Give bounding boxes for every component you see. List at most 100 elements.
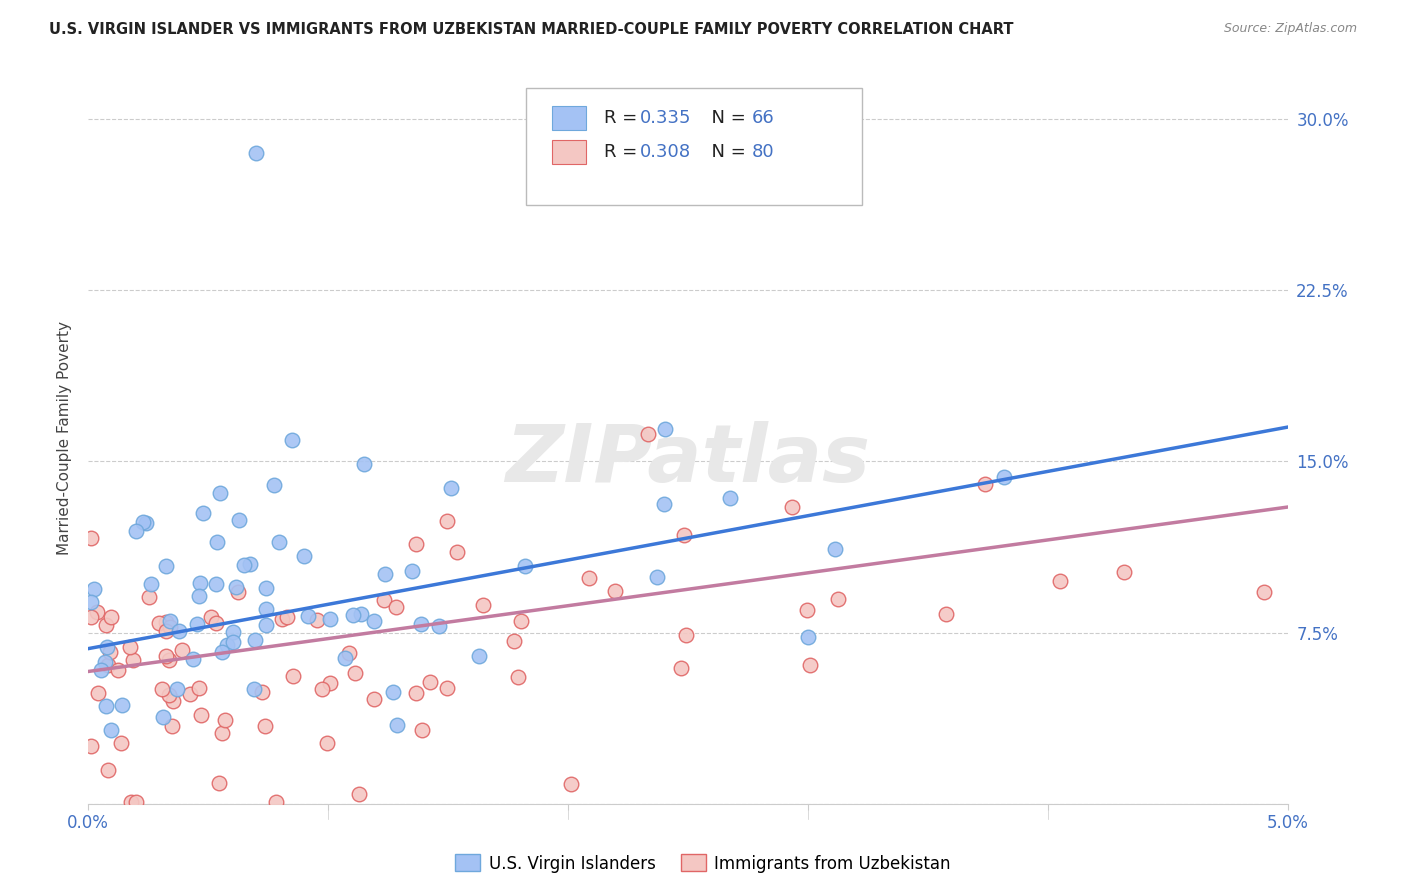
Point [503, 633, 526, 648]
Text: 0.308: 0.308 [640, 143, 692, 161]
Point [200, 610, 222, 624]
Point [157, 653, 180, 667]
Point [405, 686, 427, 700]
Point [205, 535, 228, 549]
Point [190, 707, 212, 722]
Point [363, 692, 385, 706]
Point [344, 666, 367, 681]
Point [513, 559, 536, 574]
Text: U.S. VIRGIN ISLANDER VS IMMIGRANTS FROM UZBEKISTAN MARRIED-COUPLE FAMILY POVERTY: U.S. VIRGIN ISLANDER VS IMMIGRANTS FROM … [49, 22, 1014, 37]
Point [281, 669, 304, 683]
Point [578, 571, 600, 585]
Point [208, 486, 231, 500]
Point [215, 638, 238, 652]
Point [373, 593, 395, 607]
Point [337, 646, 360, 660]
Point [188, 575, 211, 590]
Point [124, 795, 146, 809]
Point [382, 684, 405, 698]
Point [993, 470, 1015, 484]
Point [239, 558, 262, 572]
Text: Source: ZipAtlas.com: Source: ZipAtlas.com [1223, 22, 1357, 36]
Point [605, 583, 627, 598]
Point [155, 615, 177, 629]
Point [780, 500, 803, 514]
Point [374, 567, 396, 582]
Point [122, 653, 145, 667]
Point [256, 601, 278, 615]
Point [796, 630, 818, 644]
Point [193, 506, 215, 520]
Point [188, 589, 211, 603]
Point [267, 535, 290, 549]
Point [110, 736, 132, 750]
Point [125, 524, 148, 538]
Point [96, 764, 118, 778]
Point [208, 775, 231, 789]
Point [243, 633, 266, 648]
Point [560, 777, 582, 791]
Point [94, 698, 117, 713]
Point [111, 698, 134, 712]
Point [472, 599, 495, 613]
Point [167, 624, 190, 638]
Text: R =: R = [605, 143, 643, 161]
Point [243, 682, 266, 697]
Point [718, 491, 741, 505]
Point [411, 723, 433, 738]
Point [342, 608, 364, 623]
Point [347, 787, 370, 801]
Text: 66: 66 [752, 110, 775, 128]
Point [297, 609, 319, 624]
Point [824, 542, 846, 557]
Point [363, 614, 385, 628]
Point [935, 607, 957, 621]
Point [107, 663, 129, 677]
Point [1112, 566, 1135, 580]
Point [508, 670, 530, 684]
Point [796, 603, 818, 617]
Point [446, 545, 468, 559]
Point [100, 723, 122, 737]
Point [245, 145, 267, 160]
Point [654, 422, 676, 436]
Y-axis label: Married-Couple Family Poverty: Married-Couple Family Poverty [58, 321, 72, 556]
Point [94, 617, 117, 632]
Point [973, 476, 995, 491]
Point [93, 655, 115, 669]
Point [319, 676, 342, 690]
Point [232, 558, 254, 572]
Point [228, 513, 250, 527]
Point [100, 610, 122, 624]
Point [652, 497, 675, 511]
Point [1049, 574, 1071, 588]
Point [139, 577, 162, 591]
Point [276, 610, 298, 624]
Point [468, 648, 491, 663]
Point [148, 616, 170, 631]
Point [311, 681, 333, 696]
Point [221, 625, 243, 640]
Point [166, 681, 188, 696]
Point [98, 645, 121, 659]
FancyBboxPatch shape [553, 106, 586, 130]
Point [429, 619, 451, 633]
Point [250, 685, 273, 699]
Point [79, 595, 101, 609]
Point [90, 663, 112, 677]
Point [305, 613, 328, 627]
Point [155, 624, 177, 639]
Point [83, 582, 105, 597]
Point [384, 599, 406, 614]
Point [155, 558, 177, 573]
Point [186, 617, 208, 632]
Legend: U.S. Virgin Islanders, Immigrants from Uzbekistan: U.S. Virgin Islanders, Immigrants from U… [449, 847, 957, 880]
Point [318, 612, 340, 626]
Point [669, 661, 692, 675]
Point [292, 549, 315, 564]
Point [187, 681, 209, 695]
Point [353, 457, 375, 471]
Point [135, 516, 157, 531]
Point [214, 714, 236, 728]
Point [86, 605, 108, 619]
